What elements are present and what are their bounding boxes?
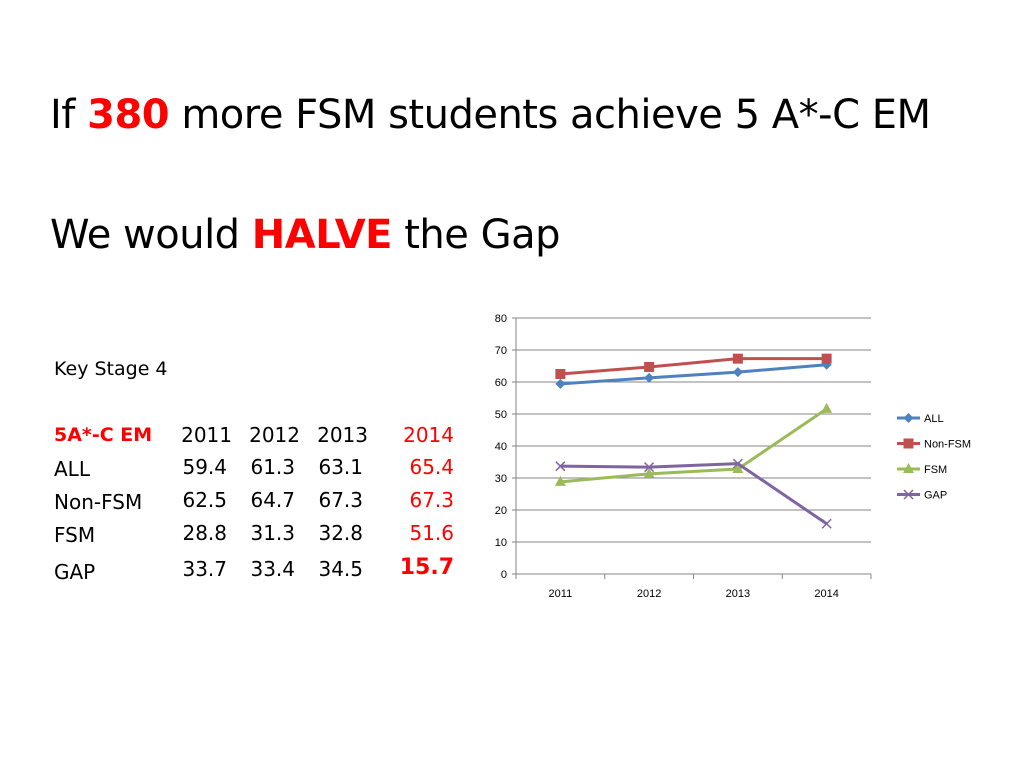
table-header-year: 2011 bbox=[181, 423, 232, 447]
table-row-label: GAP bbox=[54, 560, 96, 584]
data-point-fsm bbox=[732, 463, 744, 474]
y-tick-label: 80 bbox=[495, 313, 507, 325]
y-tick-label: 20 bbox=[495, 505, 507, 517]
title-highlight-word: HALVE bbox=[251, 212, 393, 258]
series-line-gap bbox=[560, 462, 828, 526]
data-point-gap bbox=[555, 461, 566, 472]
legend-label-all: ALL bbox=[924, 413, 944, 425]
table-cell: 61.3 bbox=[250, 455, 295, 479]
x-tick-label: 2011 bbox=[549, 588, 573, 600]
table-row-label: FSM bbox=[54, 523, 96, 547]
series-line-all bbox=[560, 363, 827, 386]
y-tick-label: 30 bbox=[495, 473, 507, 485]
legend-marker-non-fsm bbox=[903, 438, 914, 449]
table-cell: 67.3 bbox=[409, 488, 454, 512]
title-suffix: more FSM students achieve 5 A*-C EM bbox=[181, 92, 931, 138]
data-point-gap bbox=[644, 462, 655, 473]
table-cell: 31.3 bbox=[250, 521, 295, 545]
title-prefix: If bbox=[50, 92, 75, 138]
table-cell: 63.1 bbox=[318, 455, 363, 479]
table-row-label: Non-FSM bbox=[54, 490, 143, 514]
data-point-all bbox=[732, 367, 743, 378]
table-cell: 32.8 bbox=[318, 521, 363, 545]
y-tick-label: 70 bbox=[495, 345, 507, 357]
table-cell: 28.8 bbox=[182, 521, 227, 545]
y-tick-label: 0 bbox=[501, 569, 507, 581]
slide-title-line-2: We would HALVE the Gap bbox=[50, 212, 560, 258]
data-point-gap bbox=[821, 518, 832, 529]
table-caption: Key Stage 4 bbox=[54, 358, 168, 380]
legend-label-gap: GAP bbox=[924, 490, 947, 502]
table-cell: 34.5 bbox=[318, 557, 363, 581]
table-cell: 62.5 bbox=[182, 488, 227, 512]
y-tick-label: 50 bbox=[495, 409, 507, 421]
series-line-non-fsm bbox=[560, 357, 827, 376]
data-point-non-fsm bbox=[555, 369, 566, 379]
legend-marker-gap bbox=[903, 489, 914, 500]
data-point-non-fsm bbox=[732, 353, 743, 364]
legend-label-non-fsm: Non-FSM bbox=[924, 439, 971, 451]
y-tick-label: 40 bbox=[495, 441, 507, 453]
table-cell: 33.4 bbox=[250, 557, 295, 581]
table-cell: 67.3 bbox=[318, 488, 363, 512]
table-row-label: ALL bbox=[54, 457, 90, 481]
x-tick-label: 2014 bbox=[814, 588, 838, 600]
x-tick-label: 2012 bbox=[637, 588, 661, 600]
title-prefix: We would bbox=[50, 212, 240, 258]
table-cell: 33.7 bbox=[182, 557, 227, 581]
legend-marker-all bbox=[903, 413, 914, 423]
legend-marker-fsm bbox=[903, 463, 914, 473]
data-point-non-fsm bbox=[821, 353, 832, 364]
table-header-year: 2014 bbox=[403, 423, 454, 447]
data-point-all bbox=[555, 378, 566, 389]
data-point-fsm bbox=[643, 467, 655, 478]
data-point-fsm bbox=[554, 475, 566, 486]
y-tick-label: 60 bbox=[495, 377, 507, 389]
table-header-label: 5A*-C EM bbox=[54, 424, 153, 446]
data-point-all bbox=[644, 372, 655, 383]
y-tick-label: 10 bbox=[495, 537, 507, 549]
title-suffix: the Gap bbox=[404, 212, 560, 258]
table-cell-highlight: 15.7 bbox=[399, 555, 454, 580]
slide-title-line-1: If 380 more FSM students achieve 5 A*-C … bbox=[50, 92, 931, 138]
data-point-fsm bbox=[821, 402, 833, 413]
series-line-fsm bbox=[560, 407, 828, 484]
table-cell: 64.7 bbox=[250, 488, 295, 512]
table-header-year: 2012 bbox=[249, 423, 300, 447]
data-point-gap bbox=[732, 458, 743, 469]
table-cell: 51.6 bbox=[409, 521, 454, 545]
table-header-year: 2013 bbox=[317, 423, 368, 447]
x-tick-label: 2013 bbox=[726, 588, 750, 600]
table-cell: 59.4 bbox=[182, 455, 227, 479]
table-cell: 65.4 bbox=[409, 455, 454, 479]
legend-label-fsm: FSM bbox=[924, 464, 947, 476]
title-highlight-number: 380 bbox=[87, 92, 170, 138]
data-point-non-fsm bbox=[644, 361, 655, 372]
